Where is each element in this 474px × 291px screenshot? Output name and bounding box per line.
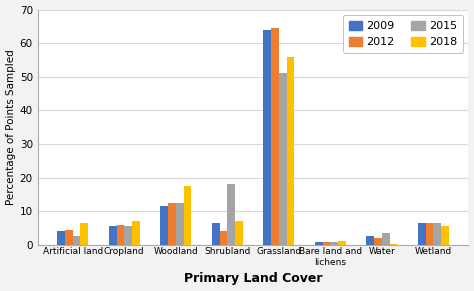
Bar bbox=[65, 230, 73, 245]
Bar bbox=[374, 238, 382, 245]
X-axis label: Primary Land Cover: Primary Land Cover bbox=[184, 272, 322, 285]
Y-axis label: Percentage of Points Sampled: Percentage of Points Sampled bbox=[6, 49, 16, 205]
Bar bbox=[81, 223, 88, 245]
Bar bbox=[212, 223, 219, 245]
Bar bbox=[168, 203, 176, 245]
Bar bbox=[124, 226, 132, 245]
Bar bbox=[338, 241, 346, 245]
Legend: 2009, 2012, 2015, 2018: 2009, 2012, 2015, 2018 bbox=[343, 15, 463, 53]
Bar bbox=[323, 242, 330, 245]
Bar bbox=[109, 226, 117, 245]
Bar bbox=[315, 242, 323, 245]
Bar bbox=[418, 223, 426, 245]
Bar bbox=[382, 233, 390, 245]
Bar bbox=[219, 231, 228, 245]
Bar bbox=[132, 221, 140, 245]
Bar bbox=[235, 221, 243, 245]
Bar bbox=[264, 30, 271, 245]
Bar bbox=[287, 56, 294, 245]
Bar bbox=[330, 242, 338, 245]
Bar bbox=[279, 73, 287, 245]
Bar bbox=[117, 225, 124, 245]
Bar bbox=[228, 184, 235, 245]
Bar bbox=[390, 244, 397, 245]
Bar bbox=[176, 203, 183, 245]
Bar bbox=[57, 231, 65, 245]
Bar bbox=[183, 186, 191, 245]
Bar bbox=[271, 28, 279, 245]
Bar bbox=[441, 226, 449, 245]
Bar bbox=[366, 236, 374, 245]
Bar bbox=[160, 206, 168, 245]
Bar bbox=[426, 223, 433, 245]
Bar bbox=[433, 223, 441, 245]
Bar bbox=[73, 236, 81, 245]
